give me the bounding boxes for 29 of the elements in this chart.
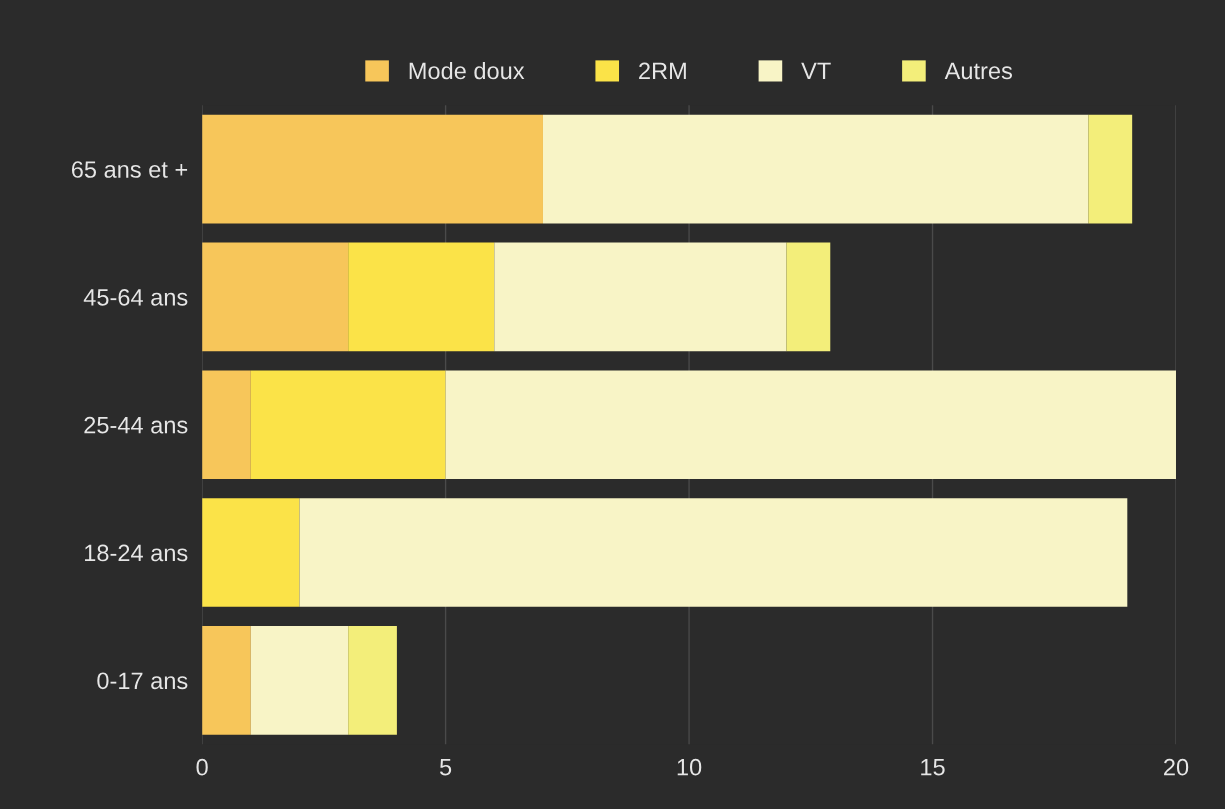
legend-label: Autres (944, 62, 1012, 80)
bar (1088, 114, 1133, 224)
x-tick-label: 20 (1164, 758, 1189, 776)
y-tick-label: 18-24 ans (85, 544, 188, 562)
y-tick-label: 0-17 ans (97, 672, 188, 690)
x-tick-label: 15 (921, 759, 945, 776)
bar (445, 370, 1176, 480)
bar (348, 242, 495, 352)
bar (202, 242, 349, 352)
bar (202, 498, 300, 607)
bar (542, 114, 1089, 224)
y-tick-label: 65 ans et + (71, 161, 188, 178)
bar (202, 626, 251, 735)
x-tick-label: 5 (439, 759, 452, 776)
bar (202, 114, 543, 224)
bar (202, 370, 251, 480)
bar (348, 626, 397, 735)
bar (250, 626, 349, 735)
y-tick-label: 45-64 ans (83, 288, 188, 306)
y-tick-label: 25-44 ans (84, 416, 188, 434)
bar (494, 242, 787, 352)
bar (250, 370, 446, 480)
legend-label: Mode doux (409, 61, 525, 80)
bar (299, 498, 1128, 607)
legend-label: VT (801, 62, 831, 80)
x-tick-label: 0 (196, 758, 208, 776)
x-tick-label: 10 (677, 758, 702, 776)
bar (786, 242, 831, 352)
legend-label: 2RM (639, 62, 686, 80)
